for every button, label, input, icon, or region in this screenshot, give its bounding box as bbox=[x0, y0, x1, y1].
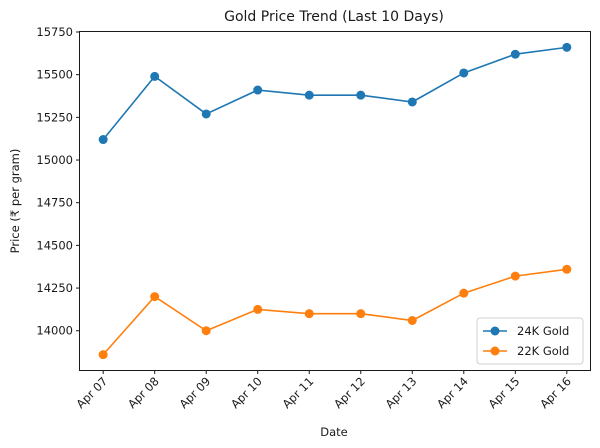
legend-item: 22K Gold bbox=[483, 344, 569, 358]
y-tick-label: 14000 bbox=[36, 324, 73, 338]
data-point-marker bbox=[407, 315, 417, 325]
data-point-marker bbox=[201, 109, 211, 119]
plot-area bbox=[98, 42, 572, 360]
legend-label: 24K Gold bbox=[517, 324, 569, 338]
y-axis: 14000 14250 14500 14750 15000 15250 15500 15750 bbox=[36, 25, 80, 338]
y-tick-label: 15750 bbox=[36, 25, 73, 39]
x-tick-label: Apr 13 bbox=[382, 374, 419, 411]
data-point-marker bbox=[562, 264, 572, 274]
data-point-marker bbox=[356, 90, 366, 100]
data-point-marker bbox=[304, 90, 314, 100]
data-point-marker bbox=[356, 309, 366, 319]
data-point-marker bbox=[459, 68, 469, 78]
y-tick-label: 15000 bbox=[36, 153, 73, 167]
series-line bbox=[102, 46, 567, 141]
data-point-marker bbox=[510, 271, 520, 281]
y-tick-label: 15500 bbox=[36, 68, 73, 82]
x-tick-label: Apr 12 bbox=[331, 374, 368, 411]
legend: 24K Gold 22K Gold bbox=[476, 317, 584, 365]
y-tick-label: 14500 bbox=[36, 238, 73, 252]
legend-box bbox=[476, 317, 584, 365]
legend-marker-icon bbox=[490, 326, 500, 336]
x-axis: Apr 07 Apr 08 Apr 09 Apr 10 Apr 11 Apr 12 Apr … bbox=[73, 370, 574, 411]
x-axis-label: Date bbox=[320, 425, 348, 439]
data-point-marker bbox=[253, 85, 263, 95]
x-tick-label: Apr 14 bbox=[434, 374, 471, 411]
x-tick-label: Apr 15 bbox=[486, 374, 523, 411]
data-point-marker bbox=[98, 135, 108, 145]
chart-title: Gold Price Trend (Last 10 Days) bbox=[224, 9, 444, 25]
x-tick-label: Apr 07 bbox=[73, 374, 110, 411]
data-point-marker bbox=[98, 350, 108, 360]
legend-item: 24K Gold bbox=[483, 324, 569, 338]
x-tick-label: Apr 09 bbox=[176, 374, 213, 411]
y-tick-label: 14250 bbox=[36, 281, 73, 295]
legend-marker-icon bbox=[490, 346, 500, 356]
data-point-marker bbox=[253, 304, 263, 314]
legend-label: 22K Gold bbox=[517, 344, 569, 358]
data-point-marker bbox=[150, 71, 160, 81]
y-axis-label: Price (₹ per gram) bbox=[8, 149, 22, 254]
x-tick-label: Apr 10 bbox=[228, 374, 265, 411]
series-line bbox=[102, 268, 567, 356]
data-point-marker bbox=[201, 326, 211, 336]
data-point-marker bbox=[510, 49, 520, 59]
axes-frame bbox=[79, 31, 591, 371]
data-point-marker bbox=[150, 292, 160, 302]
x-tick-label: Apr 08 bbox=[125, 374, 162, 411]
series-22k-gold bbox=[98, 264, 572, 360]
data-point-marker bbox=[304, 309, 314, 319]
series-24k-gold bbox=[98, 42, 572, 145]
y-tick-label: 14750 bbox=[36, 196, 73, 210]
x-tick-label: Apr 16 bbox=[537, 374, 574, 411]
y-tick-label: 15250 bbox=[36, 110, 73, 124]
data-point-marker bbox=[562, 42, 572, 52]
data-point-marker bbox=[459, 288, 469, 298]
data-point-marker bbox=[407, 97, 417, 107]
x-tick-label: Apr 11 bbox=[279, 374, 316, 411]
